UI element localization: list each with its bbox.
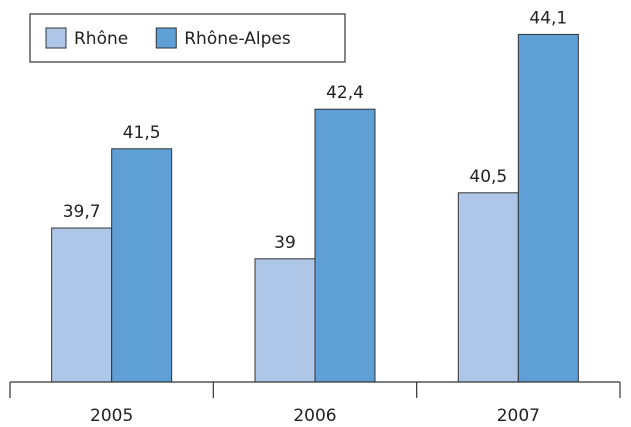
bar bbox=[314, 108, 376, 383]
bar bbox=[51, 227, 113, 383]
value-label: 40,5 bbox=[469, 167, 507, 187]
value-label: 39 bbox=[274, 233, 296, 253]
value-label: 39,7 bbox=[63, 202, 101, 222]
legend-label: Rhône bbox=[74, 29, 128, 49]
legend-label: Rhône-Alpes bbox=[184, 29, 291, 49]
bar bbox=[111, 148, 173, 383]
bar bbox=[457, 192, 519, 383]
value-label: 41,5 bbox=[123, 123, 161, 143]
value-label: 44,1 bbox=[529, 8, 567, 28]
bar bbox=[517, 33, 579, 383]
legend-box bbox=[29, 13, 346, 63]
legend-swatch bbox=[45, 27, 67, 49]
bar bbox=[254, 258, 316, 383]
x-tick-label: 2006 bbox=[293, 406, 336, 426]
legend-swatch bbox=[155, 27, 177, 49]
x-tick-label: 2007 bbox=[497, 406, 540, 426]
value-label: 42,4 bbox=[326, 83, 364, 103]
x-tick-label: 2005 bbox=[90, 406, 133, 426]
